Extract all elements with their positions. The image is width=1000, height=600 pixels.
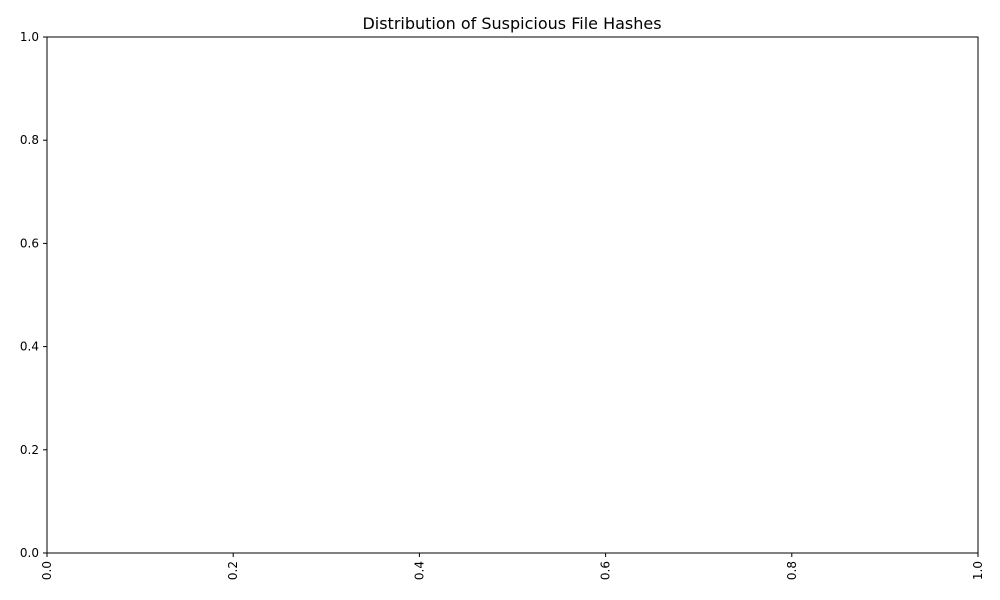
x-tick-label: 0.0 — [40, 561, 54, 580]
y-tick-label: 0.8 — [20, 133, 39, 147]
y-tick-label: 0.0 — [20, 546, 39, 560]
chart-title: Distribution of Suspicious File Hashes — [362, 14, 661, 33]
x-axis: 0.0 0.2 0.4 0.6 0.8 1.0 — [40, 553, 985, 580]
y-tick-label: 0.6 — [20, 236, 39, 250]
y-tick-label: 1.0 — [20, 30, 39, 44]
plot-area — [46, 36, 979, 554]
x-tick-label: 1.0 — [971, 561, 985, 580]
y-tick-label: 0.2 — [20, 443, 39, 457]
x-tick-label: 0.6 — [599, 561, 613, 580]
x-tick-label: 0.2 — [226, 561, 240, 580]
y-tick-label: 0.4 — [20, 340, 39, 354]
y-axis: 0.0 0.2 0.4 0.6 0.8 1.0 — [20, 30, 47, 560]
x-tick-label: 0.4 — [412, 561, 426, 580]
x-tick-label: 0.8 — [785, 561, 799, 580]
